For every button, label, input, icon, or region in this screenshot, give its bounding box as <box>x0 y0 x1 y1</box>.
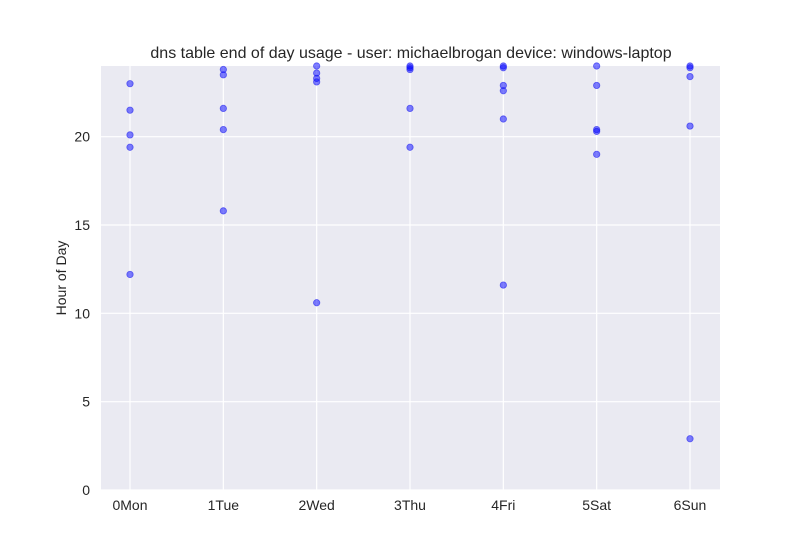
data-point <box>593 150 601 158</box>
data-point <box>499 64 507 72</box>
data-point <box>219 104 227 113</box>
data-point <box>219 71 227 79</box>
data-point <box>313 62 321 70</box>
y-tick-label: 20 <box>74 129 90 145</box>
data-point <box>686 73 694 81</box>
y-axis-label: Hour of Day <box>53 241 69 316</box>
data-point <box>219 207 227 215</box>
y-tick-labels: 0 5 10 15 20 <box>74 129 90 498</box>
data-points <box>126 62 694 443</box>
x-tick-label: 6Sun <box>674 497 707 513</box>
data-point <box>126 143 134 151</box>
data-point <box>686 122 694 130</box>
data-point <box>499 115 507 123</box>
x-tick-label: 0Mon <box>112 497 147 513</box>
x-tick-label: 1Tue <box>208 497 240 513</box>
data-point <box>126 106 134 114</box>
data-point <box>126 80 134 88</box>
y-tick-label: 10 <box>74 305 90 321</box>
data-point <box>593 62 601 70</box>
data-point <box>219 126 227 134</box>
data-point <box>686 435 694 443</box>
data-point <box>499 87 507 95</box>
data-point <box>406 143 414 151</box>
data-point <box>593 127 601 135</box>
x-tick-label: 3Thu <box>394 497 426 513</box>
data-point <box>313 299 321 307</box>
y-tick-label: 15 <box>74 217 90 233</box>
y-tick-label: 0 <box>82 482 90 498</box>
data-point <box>313 78 321 86</box>
x-tick-label: 4Fri <box>491 497 515 513</box>
data-point <box>686 64 694 72</box>
x-tick-label: 2Wed <box>299 497 335 513</box>
data-point <box>406 65 414 74</box>
data-point <box>126 270 134 279</box>
y-tick-label: 5 <box>82 394 90 410</box>
data-point <box>406 104 414 113</box>
data-point <box>499 281 507 289</box>
data-point <box>126 131 134 139</box>
x-tick-label: 5Sat <box>582 497 611 513</box>
data-point <box>593 81 601 90</box>
x-tick-labels: 0Mon 1Tue 2Wed 3Thu 4Fri 5Sat 6Sun <box>112 497 706 513</box>
chart-title: dns table end of day usage - user: micha… <box>150 45 671 62</box>
